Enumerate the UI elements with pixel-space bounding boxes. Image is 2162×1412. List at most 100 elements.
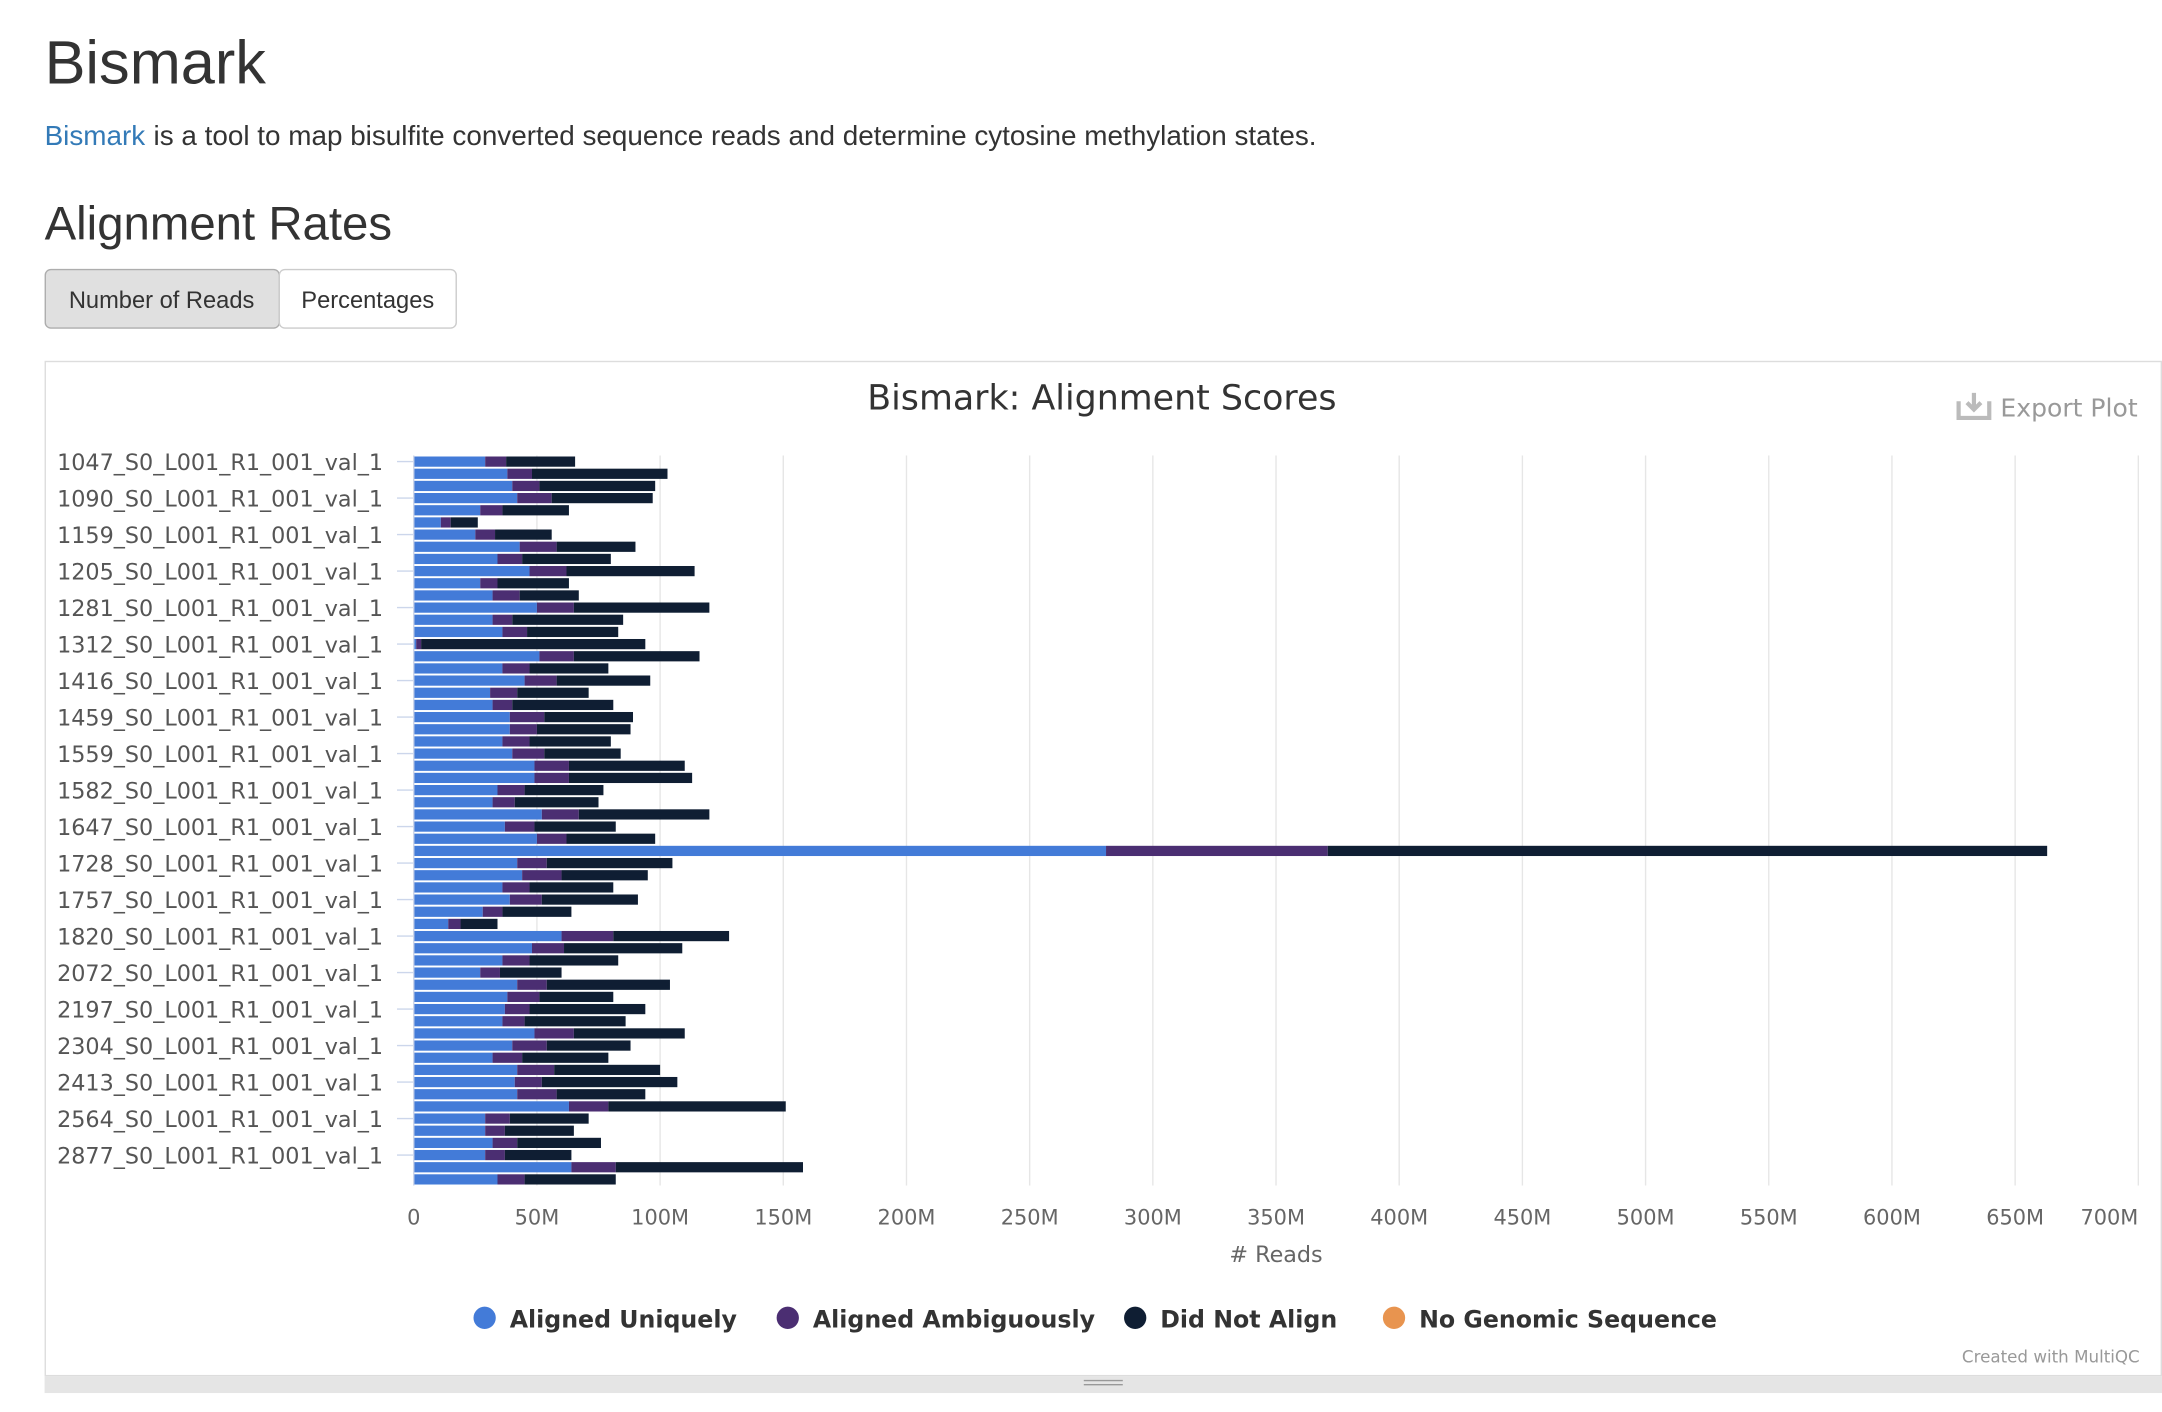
bar-segment [527, 626, 619, 638]
bar-segment [413, 675, 525, 686]
bar-segment [413, 1076, 515, 1088]
bar-segment [413, 1003, 505, 1015]
x-tick-label: 300M [1124, 1205, 1182, 1229]
export-icon[interactable] [1956, 392, 1992, 421]
bar-segment [413, 468, 508, 479]
bar-segment [413, 991, 508, 1003]
bar-segment [517, 493, 552, 504]
bar-segment [536, 724, 631, 735]
button-bg[interactable] [278, 268, 457, 329]
bar-segment [509, 894, 542, 905]
bar-segment [413, 918, 449, 930]
bar-segment [573, 602, 710, 613]
bar-segment [413, 955, 503, 966]
bar-segment [482, 906, 503, 917]
bar-segment [485, 1149, 505, 1161]
y-tick-label: 1728_S0_L001_R1_001_val_1 [57, 851, 383, 877]
y-tick-label: 1159_S0_L001_R1_001_val_1 [57, 523, 383, 549]
bar-segment [502, 626, 528, 638]
bar-segment [492, 797, 515, 808]
bar-segment [413, 894, 510, 905]
bar-segment [512, 614, 624, 625]
intro-link[interactable]: Bismark [45, 120, 146, 151]
bar-segment [517, 687, 589, 698]
bar-segment [413, 760, 535, 771]
bar-segment [413, 882, 503, 893]
bar-segment [421, 638, 646, 650]
bar-segment [534, 772, 569, 784]
bar-segment [519, 541, 557, 552]
bar-segment [507, 991, 540, 1003]
bar-segment [541, 894, 638, 905]
bar-segment [413, 1016, 503, 1027]
bar-segment [413, 1174, 498, 1185]
x-tick-label: 550M [1740, 1205, 1798, 1229]
x-tick-label: 50M [515, 1205, 560, 1229]
y-tick-label: 1090_S0_L001_R1_001_val_1 [57, 486, 383, 512]
bar-segment [534, 821, 616, 832]
bar-segment [566, 833, 656, 844]
bar-segment [566, 565, 695, 577]
bar-segment [416, 638, 422, 650]
bar-segment [413, 821, 505, 832]
bar-segment [529, 736, 611, 747]
bar-segment [546, 1040, 631, 1051]
bar-segment [529, 1003, 646, 1015]
legend-label: Aligned Ambiguously [813, 1306, 1095, 1334]
bar-segment [413, 736, 503, 747]
bar-segment [509, 724, 537, 735]
y-tick-label: 2304_S0_L001_R1_001_val_1 [57, 1034, 383, 1060]
bar-segment [413, 967, 481, 978]
bar-segment [413, 505, 481, 516]
bar-segment [1106, 845, 1328, 857]
y-tick-label: 1459_S0_L001_R1_001_val_1 [57, 705, 383, 731]
bar-segment [534, 760, 569, 771]
x-tick-label: 200M [878, 1205, 936, 1229]
bar-segment [524, 1174, 616, 1185]
bar-segment [1327, 845, 2048, 857]
bar-segment [490, 687, 518, 698]
y-tick-label: 2197_S0_L001_R1_001_val_1 [57, 997, 383, 1023]
bar-segment [613, 930, 730, 942]
x-tick-label: 100M [631, 1205, 689, 1229]
bar-segment [551, 493, 653, 504]
chart-title: Bismark: Alignment Scores [867, 379, 1336, 419]
bar-segment [615, 1162, 803, 1173]
bar-segment [568, 760, 685, 771]
bar-segment [413, 565, 530, 577]
bar-segment [413, 979, 518, 990]
button[interactable]: Number of Reads [69, 288, 255, 314]
y-tick-label: 2877_S0_L001_R1_001_val_1 [57, 1143, 383, 1169]
bar-segment [502, 882, 530, 893]
bar-segment [539, 991, 614, 1003]
bar-segment [539, 480, 656, 492]
bar-segment [536, 833, 567, 844]
bar-segment [506, 456, 576, 467]
bar-segment [502, 736, 530, 747]
bar-segment [529, 663, 609, 674]
bar-segment [512, 699, 614, 711]
bar-segment [578, 809, 710, 820]
button[interactable]: Percentages [301, 288, 434, 314]
x-tick-label: 350M [1247, 1205, 1305, 1229]
x-tick-label: 250M [1001, 1205, 1059, 1229]
plot-panel [44, 360, 2162, 1377]
bar-segment [413, 870, 523, 881]
page-title: Bismark [45, 29, 267, 97]
bar-segment [495, 529, 552, 540]
y-tick-label: 1281_S0_L001_R1_001_val_1 [57, 596, 383, 622]
bar-segment [413, 1162, 572, 1173]
bar-segment [413, 748, 513, 759]
bar-segment [413, 493, 518, 504]
bar-segment [539, 651, 574, 662]
bar-segment [413, 724, 510, 735]
section-title: Alignment Rates [45, 198, 392, 251]
bar-segment [509, 711, 545, 723]
bar-segment [554, 1064, 661, 1076]
bar-segment [413, 930, 562, 942]
y-tick-label: 1416_S0_L001_R1_001_val_1 [57, 669, 383, 695]
bar-segment [480, 967, 500, 978]
bar-segment [544, 748, 621, 759]
bar-segment [531, 468, 668, 479]
export-button[interactable]: Export Plot [2000, 394, 2137, 423]
